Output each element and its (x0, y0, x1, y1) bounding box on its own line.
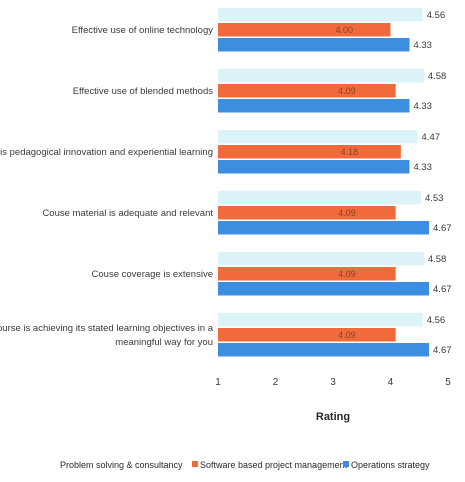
data-label: 4.09 (338, 269, 356, 279)
data-label: 4.18 (341, 147, 359, 157)
x-axis-title: Rating (316, 411, 350, 423)
x-tick-label: 5 (445, 377, 451, 388)
data-label: 4.00 (335, 25, 353, 35)
bar-problem-solving (218, 191, 421, 205)
bar-operations-strategy (218, 38, 410, 52)
data-label: 4.47 (422, 132, 441, 143)
data-label: 4.33 (413, 101, 432, 112)
bar-software-pm (218, 328, 396, 342)
bar-software-pm (218, 84, 396, 98)
category-label: Effective use of blended methods (73, 86, 214, 97)
data-label: 4.09 (338, 86, 356, 96)
bar-problem-solving (218, 69, 424, 83)
category-label: There is pedagogical innovation and expe… (0, 147, 213, 158)
legend-item: Operations strategy (351, 460, 430, 470)
bar-problem-solving (218, 130, 418, 144)
data-label: 4.67 (433, 345, 452, 356)
bar-problem-solving (218, 313, 423, 327)
data-label: 4.56 (427, 10, 446, 21)
category-label: Couse material is adequate and relevant (42, 208, 213, 219)
category-label: Couse coverage is extensive (92, 269, 213, 280)
bar-problem-solving (218, 8, 423, 22)
bar-operations-strategy (218, 221, 430, 235)
bar-operations-strategy (218, 160, 410, 174)
x-tick-label: 3 (330, 377, 336, 388)
category-label: meaningful way for you (115, 337, 213, 348)
legend-item: Problem solving & consultancy (60, 460, 183, 470)
data-label: 4.58 (428, 71, 447, 82)
data-label: 4.33 (413, 162, 432, 173)
bar-operations-strategy (218, 343, 430, 357)
legend-item: Software based project management (200, 460, 348, 470)
category-label: Effective use of online technology (72, 25, 214, 36)
x-tick-label: 4 (388, 377, 394, 388)
bar-problem-solving (218, 252, 424, 266)
data-label: 4.58 (428, 254, 447, 265)
x-tick-label: 2 (273, 377, 279, 388)
legend-swatch (192, 461, 198, 467)
data-label: 4.56 (427, 315, 446, 326)
data-label: 4.67 (433, 223, 452, 234)
data-label: 4.33 (413, 40, 432, 51)
x-tick-label: 1 (215, 377, 221, 388)
bar-software-pm (218, 23, 391, 37)
bar-software-pm (218, 267, 396, 281)
legend-swatch (343, 461, 349, 467)
bar-software-pm (218, 145, 401, 159)
data-label: 4.09 (338, 208, 356, 218)
data-label: 4.53 (425, 193, 444, 204)
bar-software-pm (218, 206, 396, 220)
category-label: Course is achieving its stated learning … (0, 323, 214, 334)
data-label: 4.67 (433, 284, 452, 295)
bar-operations-strategy (218, 282, 430, 296)
data-label: 4.09 (338, 330, 356, 340)
bar-operations-strategy (218, 99, 410, 113)
